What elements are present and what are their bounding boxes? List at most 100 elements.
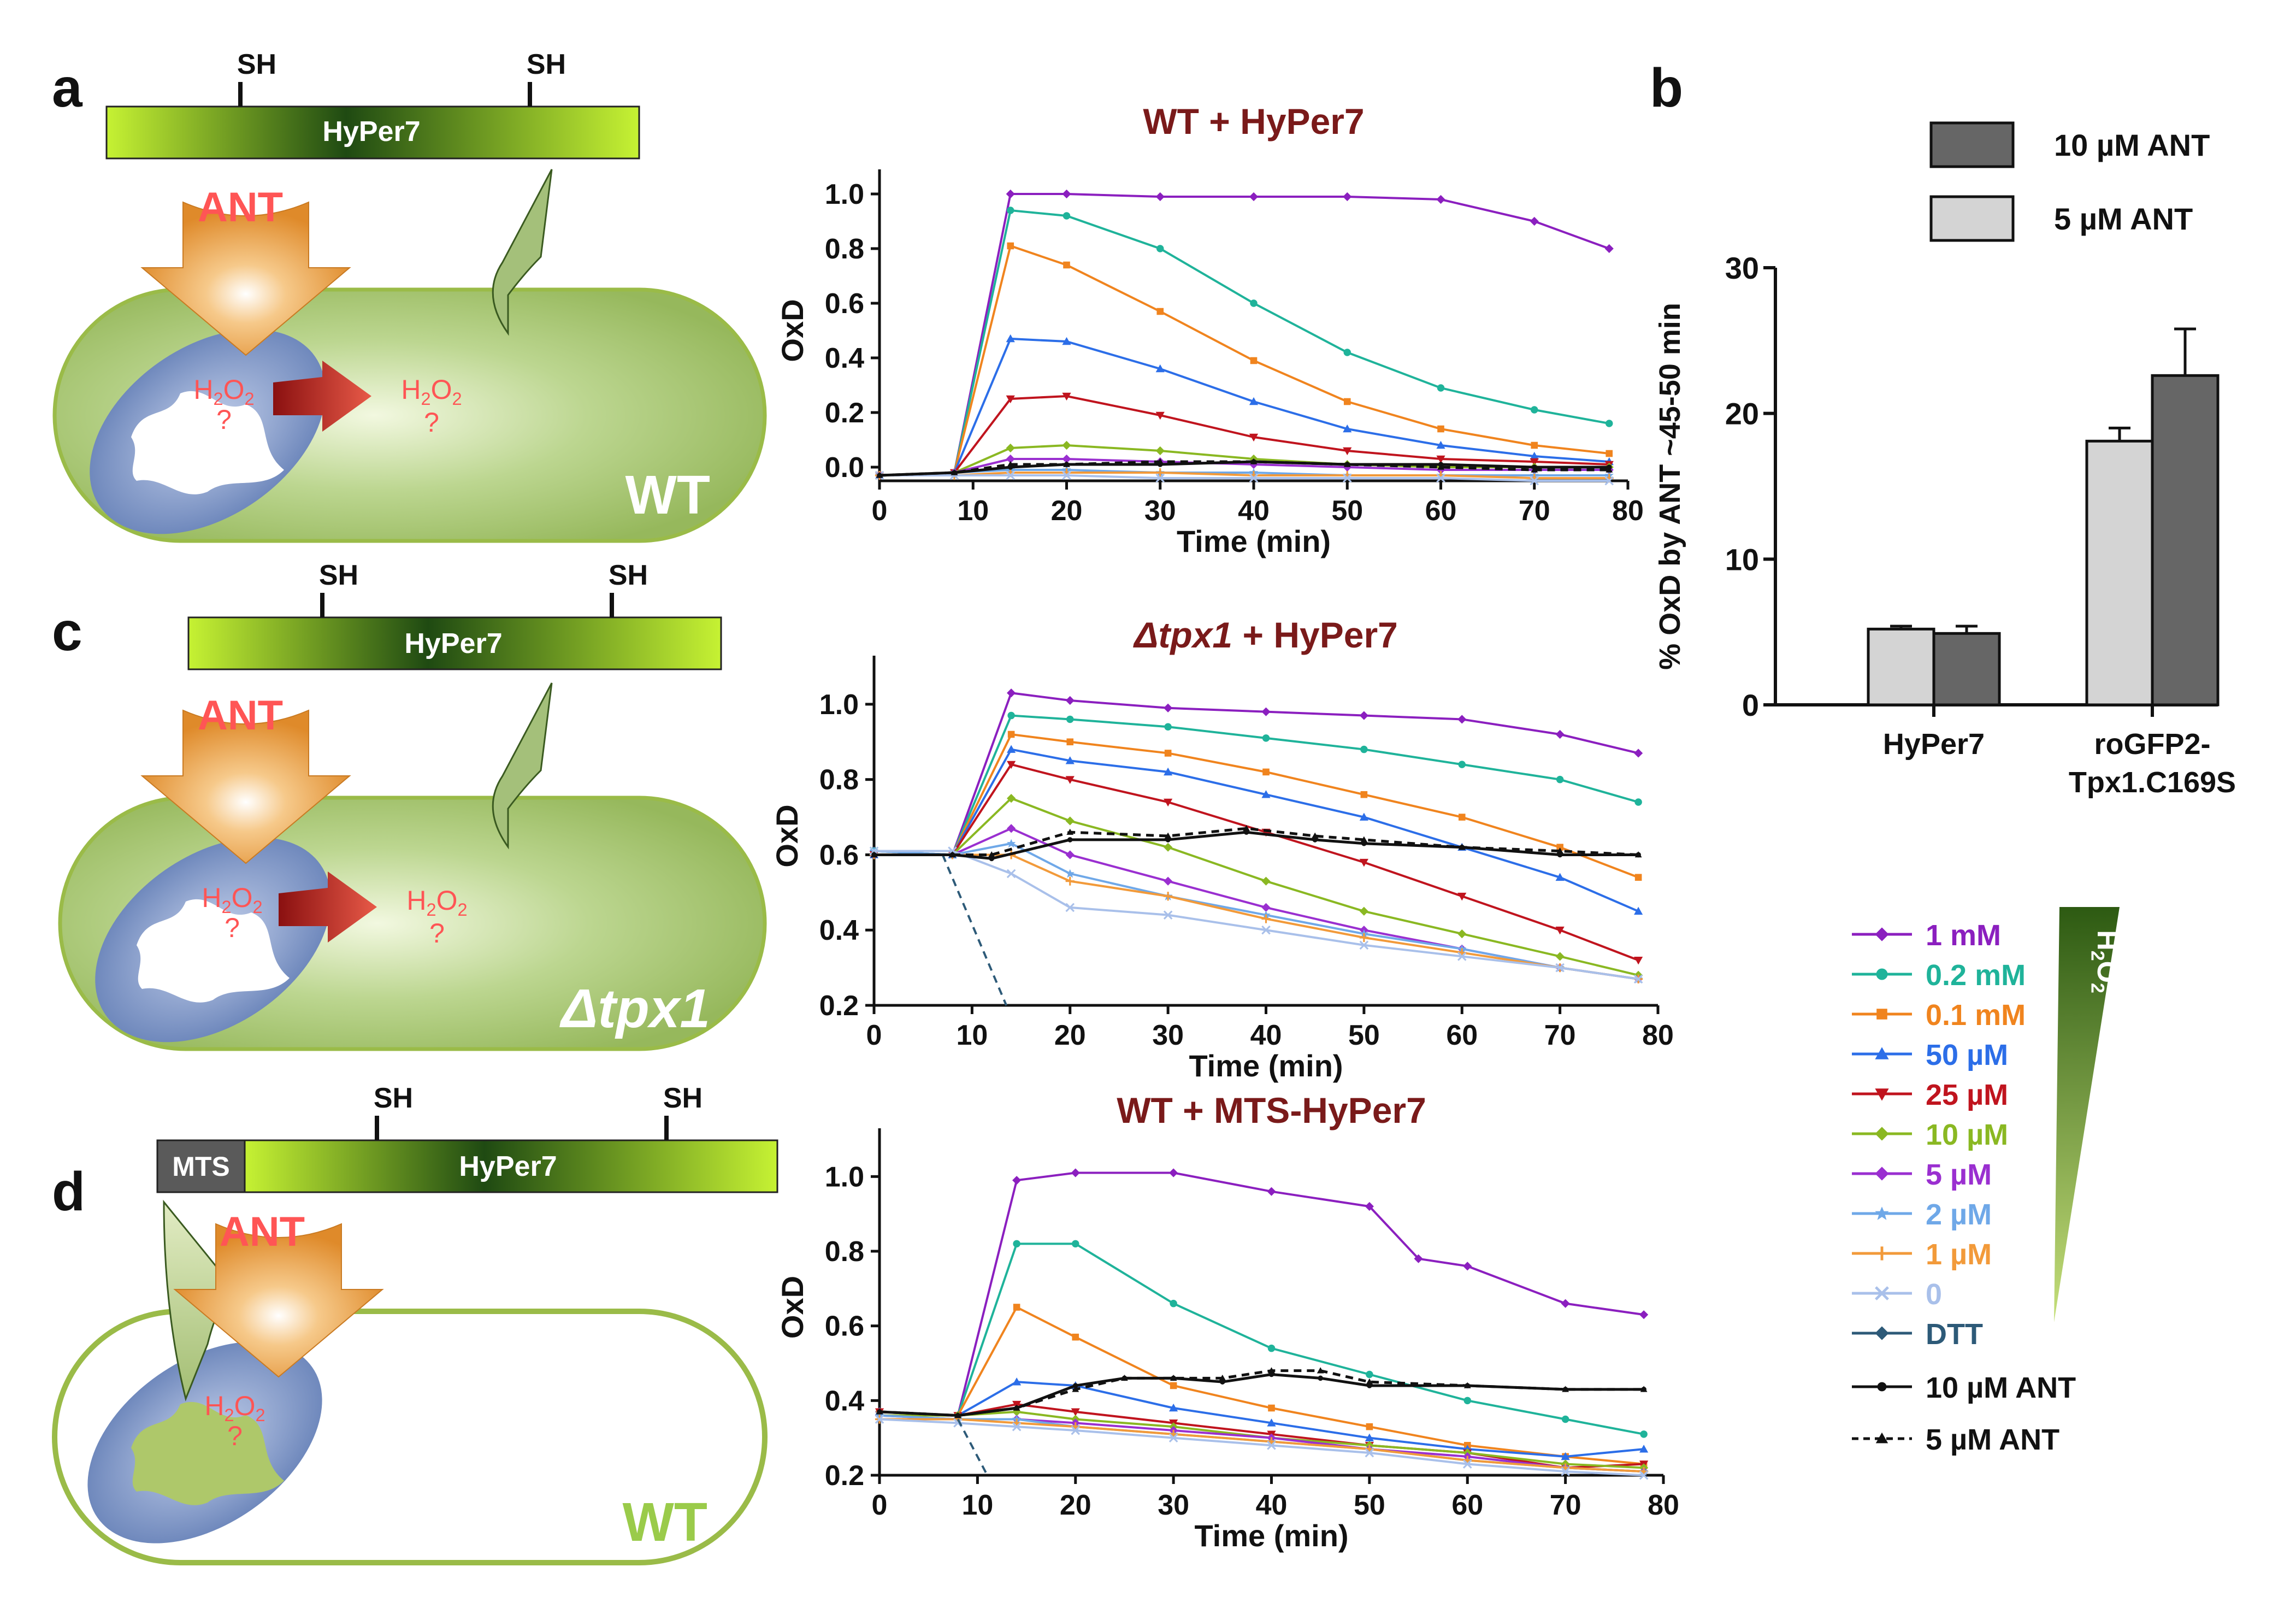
h2o2-label: H2O2	[204, 1391, 265, 1425]
y-tick-label: 0.2	[825, 1460, 864, 1492]
series-50-µm	[875, 1377, 1649, 1460]
panel-letter-b: b	[1650, 57, 1683, 119]
series-25-µm	[869, 761, 1643, 965]
series-line	[957, 1418, 989, 1476]
question-outer: ?	[429, 918, 445, 949]
question-outer: ?	[424, 407, 439, 438]
ant-label: ANT	[220, 1209, 305, 1255]
data-point	[1555, 952, 1565, 961]
series-5-µm-ant	[876, 458, 1613, 478]
cell-strain-label: Δtpx1	[559, 978, 710, 1039]
data-point	[1156, 308, 1164, 315]
series-line	[879, 209, 1610, 476]
bar	[2085, 439, 2154, 706]
data-point	[1366, 1423, 1373, 1430]
legend-marker	[1875, 1167, 1889, 1181]
series-1-µm	[874, 467, 1615, 484]
legend-marker	[1875, 927, 1889, 941]
data-point	[1458, 814, 1466, 821]
data-point	[1065, 850, 1075, 859]
y-axis-label: OxD	[775, 299, 810, 362]
series-line	[879, 193, 1610, 476]
data-point	[1006, 443, 1015, 453]
y-tick-label: 0.8	[819, 764, 859, 796]
data-point	[1012, 1176, 1022, 1185]
y-tick-label: 20	[1725, 397, 1759, 431]
diffusion-arrow	[273, 361, 371, 432]
data-point	[1065, 816, 1075, 826]
series-0.1-mm	[870, 731, 1642, 881]
legend-label: 2 µM	[1926, 1198, 1992, 1231]
bar-legend-label: 5 µM ANT	[2054, 202, 2193, 236]
y-tick-label: 0.8	[825, 1236, 864, 1268]
series-1-mm	[875, 189, 1614, 480]
data-point	[1531, 441, 1538, 449]
data-point	[1556, 775, 1564, 784]
bar-legend-swatch	[1929, 121, 2015, 168]
sh-label-2: SH	[527, 49, 566, 80]
chart-wt-mts-hyper7: WT + MTS-HyPer7 0 10 20 30 40 50 60 70 80 0.2 0.4 0.…	[775, 1090, 1679, 1553]
data-point	[1531, 406, 1538, 414]
ant-label: ANT	[198, 184, 283, 231]
data-point	[1436, 195, 1445, 204]
construct-label: HyPer7	[404, 628, 502, 659]
construct-label: HyPer7	[322, 116, 420, 148]
y-tick-label: 10	[1725, 542, 1759, 576]
data-point	[1530, 216, 1539, 226]
x-tick-label: 50	[1354, 1489, 1385, 1521]
series-line	[880, 1418, 1644, 1473]
series-dtt	[957, 1418, 989, 1476]
x-axis-label: Time (min)	[1177, 524, 1331, 558]
panel-letter-d: d	[52, 1161, 85, 1222]
sh-label-2: SH	[609, 559, 648, 591]
panel-d-schematic: d MTS HyPer7 SH SH ANT H2O2 ? WT	[52, 1082, 778, 1565]
data-point	[1066, 715, 1074, 723]
legend-label: 50 µM	[1926, 1039, 2008, 1071]
data-point	[1640, 1430, 1648, 1438]
data-point	[1463, 1262, 1472, 1271]
chart-wt-hyper7: WT + HyPer7 0 10 20 30 40 50 60 70 80 0.0 0.2 0.4 0.6…	[775, 101, 1644, 558]
data-point	[1164, 703, 1173, 712]
x-tick-label: 20	[1051, 495, 1083, 527]
legend-marker	[1875, 1246, 1888, 1260]
x-tick-label: 20	[1060, 1489, 1091, 1521]
chart-title: WT + HyPer7	[1143, 101, 1364, 142]
data-point	[1561, 1299, 1570, 1308]
data-point	[1634, 957, 1643, 965]
x-tick-label: 80	[1642, 1020, 1674, 1051]
x-tick-label: 60	[1451, 1489, 1483, 1521]
question-inner: ?	[225, 912, 240, 943]
sh-label-2: SH	[663, 1082, 703, 1114]
data-point	[1261, 707, 1271, 716]
x-tick-label: roGFP2-	[2094, 728, 2210, 761]
data-point	[1065, 696, 1075, 705]
data-point	[1262, 734, 1270, 742]
series-line	[879, 244, 1609, 476]
panel-letter-a: a	[52, 57, 83, 119]
data-point	[1343, 349, 1351, 356]
series-line	[879, 1418, 1644, 1476]
hyper7-construct-bar	[105, 105, 640, 160]
series-line	[879, 1403, 1644, 1469]
construct-label: HyPer7	[459, 1151, 557, 1182]
h2o2-gradient-label: H2O2	[2087, 930, 2123, 993]
series-0.2-mm	[870, 711, 1642, 859]
data-point	[1437, 384, 1445, 392]
y-tick-label: 0.4	[825, 343, 864, 374]
data-point	[1249, 192, 1259, 202]
series-50-µm	[869, 745, 1643, 915]
data-point	[1169, 1168, 1178, 1177]
data-point	[1007, 711, 1015, 720]
y-tick-label: 30	[1725, 251, 1759, 285]
data-point	[1343, 398, 1351, 405]
data-point	[1013, 1240, 1020, 1248]
data-point	[1065, 875, 1076, 887]
bar	[1932, 632, 2001, 706]
x-tick-label: 60	[1446, 1020, 1478, 1051]
data-point	[1006, 189, 1015, 199]
x-tick-label: 10	[957, 495, 989, 527]
x-tick-label: 70	[1544, 1020, 1576, 1051]
diffusion-arrow	[279, 871, 377, 943]
series-10-µm	[875, 1407, 1649, 1473]
x-tick-label: 70	[1550, 1489, 1581, 1521]
